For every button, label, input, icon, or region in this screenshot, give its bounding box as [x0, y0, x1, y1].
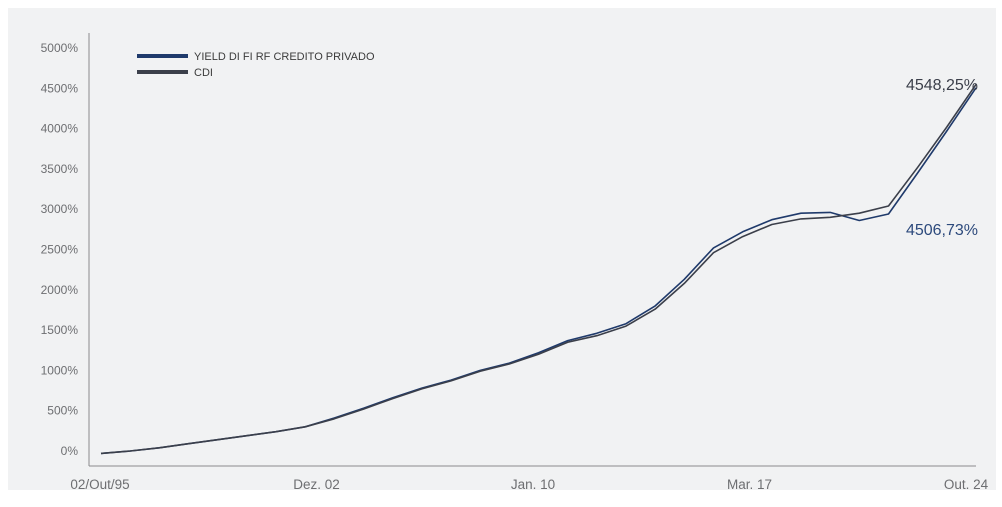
y-tick-label: 1500% — [41, 323, 79, 337]
end-value-labels: 4548,25% 4506,73% — [906, 77, 978, 239]
legend-label: YIELD DI FI RF CREDITO PRIVADO — [194, 51, 375, 63]
legend-swatch — [137, 54, 188, 58]
x-tick-label: 02/Out/95 — [70, 477, 129, 490]
x-tick-label: Out. 24 — [944, 477, 989, 490]
chart-panel: 0% 500% 1000% 1500% 2000% 2500% 3000% 3500% 4000… — [8, 8, 996, 490]
y-tick-label: 0% — [61, 444, 79, 458]
y-tick-label: 4500% — [41, 81, 79, 95]
series-line-yield-di — [100, 87, 977, 455]
y-tick-label: 4000% — [41, 122, 79, 136]
y-tick-label: 2000% — [41, 283, 79, 297]
series-lines — [100, 83, 977, 455]
legend-label: CDI — [194, 67, 213, 79]
y-tick-label: 500% — [47, 404, 78, 418]
end-value-label: 4548,25% — [906, 77, 978, 94]
x-tick-label: Mar. 17 — [727, 477, 772, 490]
legend-swatch — [137, 70, 188, 74]
end-value-label: 4506,73% — [906, 222, 978, 239]
x-tick-labels: 02/Out/95 Dez. 02 Jan. 10 Mar. 17 Out. 24 — [70, 477, 988, 490]
y-tick-labels: 0% 500% 1000% 1500% 2000% 2500% 3000% 3500% 4000… — [41, 41, 79, 458]
x-tick-label: Jan. 10 — [511, 477, 555, 490]
series-line-cdi — [100, 83, 977, 455]
legend: YIELD DI FI RF CREDITO PRIVADO CDI — [137, 51, 375, 79]
y-tick-label: 1000% — [41, 363, 79, 377]
y-tick-label: 2500% — [41, 243, 79, 257]
axes — [88, 33, 976, 467]
y-tick-label: 5000% — [41, 41, 79, 55]
x-tick-label: Dez. 02 — [293, 477, 340, 490]
line-chart: 0% 500% 1000% 1500% 2000% 2500% 3000% 3500% 4000… — [41, 33, 989, 490]
y-tick-label: 3000% — [41, 202, 79, 216]
y-tick-label: 3500% — [41, 162, 79, 176]
